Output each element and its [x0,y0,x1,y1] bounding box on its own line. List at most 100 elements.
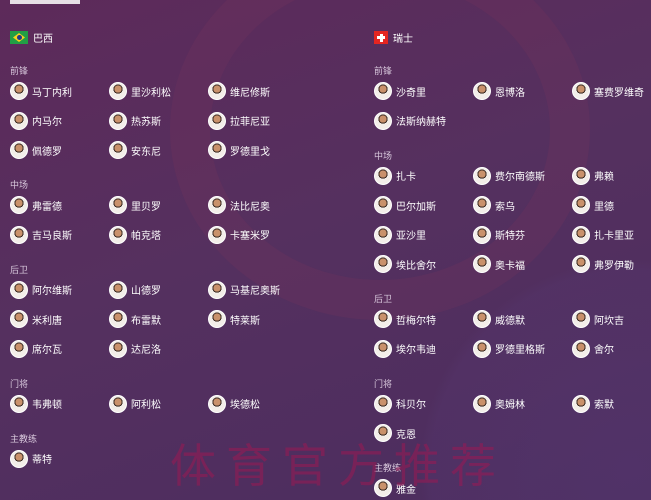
section-label: 门将 [10,379,29,390]
player-item[interactable]: 弗雷德 [10,196,62,214]
player-item[interactable]: 热苏斯 [109,111,161,130]
player-item[interactable]: 卡塞米罗 [208,225,270,244]
player-item[interactable]: 索默 [572,394,614,413]
player-item[interactable]: 阿尔维斯 [10,280,72,299]
player-item[interactable]: 阿坎吉 [572,310,624,328]
player-item[interactable]: 马基尼奥斯 [208,280,280,299]
player-item[interactable]: 内马尔 [10,111,62,130]
player-item[interactable]: 埃德松 [208,394,260,413]
player-item[interactable]: 吉马良斯 [10,225,72,244]
player-item[interactable]: 席尔瓦 [10,339,62,358]
watermark: 体育官方推荐 [170,439,506,493]
player-avatar [10,394,28,413]
player-avatar [374,225,392,244]
player-avatar [10,111,28,130]
team-name: 巴西 [33,34,53,45]
player-avatar [374,424,392,442]
player-name: 亚沙里 [396,231,426,242]
player-item[interactable]: 费尔南德斯 [473,166,545,185]
player-item[interactable]: 哲梅尔特 [374,310,436,328]
player-avatar [208,82,226,100]
player-avatar [10,82,28,100]
switzerland-flag-icon [374,31,388,44]
player-name: 索默 [594,400,614,411]
player-item[interactable]: 达尼洛 [109,339,161,358]
player-item[interactable]: 科贝尔 [374,394,426,413]
player-item[interactable]: 扎卡 [374,166,416,185]
player-item[interactable]: 帕克塔 [109,225,161,244]
player-item[interactable]: 索乌 [473,196,515,214]
player-name: 威德默 [495,315,525,327]
player-item[interactable]: 韦弗顿 [10,394,62,413]
player-item[interactable]: 安东尼 [109,141,161,159]
player-item[interactable]: 里贝罗 [109,196,161,214]
player-item[interactable]: 奥卡福 [473,255,525,273]
player-name: 席尔瓦 [32,345,62,356]
player-avatar [374,166,392,185]
player-item[interactable]: 马丁内利 [10,82,72,100]
player-avatar [473,196,491,214]
player-item[interactable]: 弗罗伊勒 [572,255,634,273]
player-name: 内马尔 [32,117,62,128]
player-item[interactable]: 恩博洛 [473,82,525,100]
player-avatar [109,141,127,159]
player-name: 克恩 [396,429,416,441]
player-name: 里德 [594,201,614,213]
player-avatar [473,82,491,100]
player-item[interactable]: 斯特芬 [473,225,525,244]
player-avatar [10,310,28,328]
section-label: 前锋 [374,67,393,77]
player-item[interactable]: 埃尔韦迪 [374,339,436,358]
player-name: 舍尔 [594,345,614,356]
player-item[interactable]: 法斯纳赫特 [374,111,446,130]
player-name: 埃比舍尔 [396,260,436,272]
player-item[interactable]: 布雷默 [109,310,161,328]
player-name: 弗雷德 [32,201,62,213]
player-name: 热苏斯 [131,117,161,128]
player-avatar [10,141,28,159]
player-name: 阿尔维斯 [32,286,72,297]
team-header: 巴西 [10,30,53,45]
player-avatar [109,196,127,214]
player-item[interactable]: 奥姆林 [473,394,525,413]
player-item[interactable]: 特莱斯 [208,310,260,328]
player-item[interactable]: 克恩 [374,424,416,442]
player-name: 哲梅尔特 [396,315,436,327]
player-item[interactable]: 罗德里戈 [208,141,270,159]
player-name: 费尔南德斯 [495,172,545,183]
player-name: 米利唐 [32,315,62,327]
player-name: 斯特芬 [495,231,525,242]
section-label: 前锋 [10,67,29,77]
player-item[interactable]: 威德默 [473,310,525,328]
player-avatar [473,166,491,185]
player-item[interactable]: 舍尔 [572,339,614,358]
player-name: 法斯纳赫特 [396,117,446,128]
player-avatar [10,196,28,214]
player-item[interactable]: 佩德罗 [10,141,62,159]
player-avatar [10,280,28,299]
player-item[interactable]: 埃比舍尔 [374,255,436,273]
player-item[interactable]: 塞费罗维奇 [572,82,644,100]
player-item[interactable]: 扎卡里亚 [572,225,634,244]
player-avatar [572,196,590,214]
player-item[interactable]: 里德 [572,196,614,214]
player-name: 山德罗 [131,286,161,297]
player-item[interactable]: 阿利松 [109,394,161,413]
player-avatar [109,310,127,328]
player-item[interactable]: 维尼修斯 [208,82,270,100]
player-item[interactable]: 弗赖 [572,166,614,185]
player-item[interactable]: 沙奇里 [374,82,426,100]
player-item[interactable]: 里沙利松 [109,82,171,100]
player-item[interactable]: 拉菲尼亚 [208,111,270,130]
player-item[interactable]: 山德罗 [109,280,161,299]
player-name: 吉马良斯 [32,231,72,242]
player-item[interactable]: 雅金 [374,479,416,497]
player-item[interactable]: 亚沙里 [374,225,426,244]
player-item[interactable]: 罗德里格斯 [473,339,545,358]
player-item[interactable]: 巴尔加斯 [374,196,436,214]
player-item[interactable]: 法比尼奥 [208,196,270,214]
player-item[interactable]: 蒂特 [10,449,52,468]
player-item[interactable]: 米利唐 [10,310,62,328]
player-name: 埃德松 [230,400,260,411]
player-avatar [572,225,590,244]
